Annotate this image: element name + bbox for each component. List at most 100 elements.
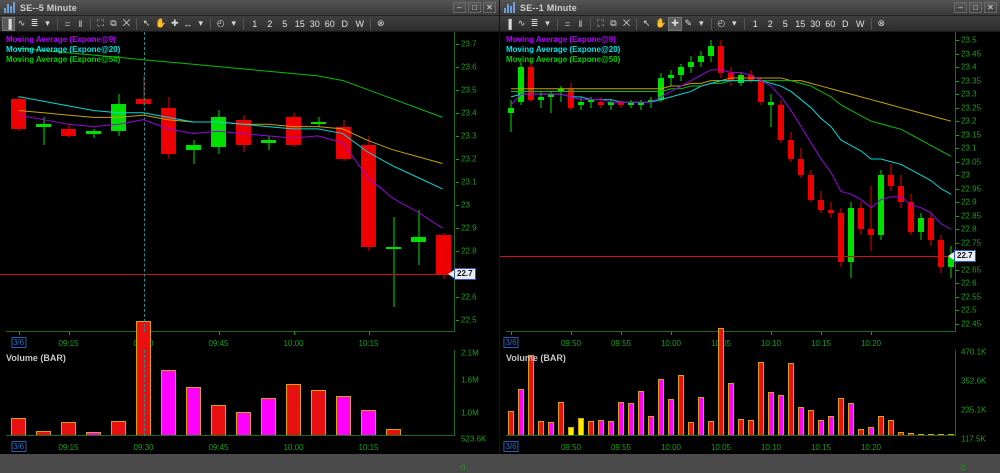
- chart-area[interactable]: Moving Average (Expone@9) Moving Average …: [0, 32, 499, 473]
- last-price-line: [0, 274, 455, 276]
- price-plot[interactable]: [506, 32, 956, 332]
- volume-bar: [557, 401, 565, 436]
- candle-icon[interactable]: ▐: [505, 18, 512, 29]
- candle-wick: [590, 96, 592, 108]
- price-marker: 22.7: [948, 250, 976, 263]
- candle-body: [787, 140, 795, 159]
- measure-icon[interactable]: ↔: [183, 18, 193, 29]
- candle-body: [917, 218, 925, 232]
- time-tick: [871, 332, 872, 335]
- candle-icon[interactable]: ▐: [2, 16, 15, 31]
- ma20-line: [510, 80, 952, 195]
- compress-icon[interactable]: ⧉: [610, 18, 617, 28]
- volume-bar: [727, 383, 735, 436]
- timeframe-button-1[interactable]: 1: [252, 18, 258, 29]
- timeframe-button-2[interactable]: 2: [267, 18, 273, 29]
- timeframe-button-30[interactable]: 30: [810, 18, 821, 29]
- line-icon[interactable]: ∿: [517, 18, 526, 28]
- timeframe-button-W[interactable]: W: [856, 18, 865, 29]
- candle-body: [647, 99, 655, 103]
- pause-icon[interactable]: ‖: [78, 18, 83, 29]
- compress-icon[interactable]: ⧉: [110, 18, 117, 28]
- hand-icon[interactable]: ✋: [155, 18, 167, 28]
- candle-body: [847, 207, 855, 262]
- candle-wick: [540, 91, 542, 108]
- dropdown-icon[interactable]: ▾: [45, 18, 50, 28]
- title-bar[interactable]: SE--5 Minute – □ ✕: [0, 0, 499, 16]
- toolbar-separator: [870, 17, 872, 30]
- candle-wick: [640, 99, 642, 111]
- pause-icon[interactable]: ‖: [578, 18, 583, 29]
- hlc-icon[interactable]: ≣: [30, 18, 39, 28]
- timeframe-button-W[interactable]: W: [355, 18, 364, 29]
- timeframe-button-15[interactable]: 15: [294, 18, 305, 29]
- fit-icon[interactable]: ⛶: [97, 18, 104, 28]
- close-button[interactable]: ✕: [984, 2, 997, 13]
- timeframe-button-15[interactable]: 15: [795, 18, 806, 29]
- candle-body: [937, 240, 945, 268]
- dropdown-icon[interactable]: ▾: [699, 18, 704, 28]
- dropdown-icon[interactable]: ▾: [545, 18, 550, 28]
- arrow-icon[interactable]: ↖: [142, 18, 151, 28]
- volume-pane[interactable]: Volume (BAR) 470.1K 352.6K 235.1K 117.5K 0 3/…: [500, 327, 1000, 473]
- arrow-icon[interactable]: ↖: [642, 18, 651, 28]
- pencil-icon[interactable]: ✎: [684, 18, 693, 28]
- maximize-button[interactable]: □: [969, 2, 982, 13]
- dropdown-icon[interactable]: ▾: [198, 18, 203, 28]
- time-tick: [821, 332, 822, 335]
- price-tick-label: 22.6: [461, 292, 477, 302]
- clock-icon[interactable]: ◴: [216, 18, 225, 28]
- zoom-icon[interactable]: ⨉: [122, 18, 131, 28]
- fit-icon[interactable]: ⛶: [597, 18, 604, 28]
- line-icon[interactable]: ∿: [17, 18, 26, 28]
- volume-bar: [617, 401, 625, 436]
- volume-plot[interactable]: [506, 327, 956, 436]
- price-pane[interactable]: Moving Average (Expone@9) Moving Average …: [500, 32, 1000, 350]
- settings-icon[interactable]: ⊗: [877, 18, 886, 28]
- clock-icon[interactable]: ◴: [717, 18, 726, 28]
- price-tick: [456, 320, 459, 322]
- timeframe-button-D[interactable]: D: [341, 18, 348, 29]
- minimize-button[interactable]: –: [453, 2, 466, 13]
- candle-body: [557, 88, 565, 92]
- volume-pane[interactable]: Volume (BAR) 2.1M 1.6M 1.0M 523.6K 0 3/6 09:15…: [0, 320, 499, 473]
- candle-body: [857, 207, 865, 230]
- price-tick: [956, 107, 959, 109]
- chart-toolbar[interactable]: ▐ ∿ ≣ ▾ = ‖ ⛶ ⧉ ⨉ ↖ ✋ ✚ ↔ ▾ ◴ ▾ 1 2 5 15 30 60 D W ⊗: [0, 16, 499, 32]
- volume-time-axis: [6, 435, 455, 436]
- settings-icon[interactable]: ⊗: [376, 18, 385, 28]
- hand-icon[interactable]: ✋: [655, 18, 667, 28]
- candle-wick: [268, 135, 269, 150]
- crosshair-icon[interactable]: ✚: [668, 16, 682, 31]
- candle-body: [35, 124, 52, 127]
- price-pane[interactable]: Moving Average (Expone@9) Moving Average …: [0, 32, 499, 350]
- dropdown-icon[interactable]: ▾: [231, 18, 236, 28]
- price-plot[interactable]: [6, 32, 455, 332]
- timeframe-button-D[interactable]: D: [842, 18, 849, 29]
- title-bar[interactable]: SE--1 Minute – □ ✕: [500, 0, 1000, 16]
- window-buttons: – □ ✕: [453, 2, 496, 13]
- chart-area[interactable]: Moving Average (Expone@9) Moving Average …: [500, 32, 1000, 473]
- maximize-button[interactable]: □: [468, 2, 481, 13]
- equal-icon[interactable]: =: [64, 18, 71, 29]
- timeframe-button-5[interactable]: 5: [782, 18, 788, 29]
- zoom-icon[interactable]: ⨉: [622, 18, 631, 28]
- volume-plot[interactable]: [6, 320, 455, 436]
- timeframe-button-1[interactable]: 1: [752, 18, 758, 29]
- timeframe-button-60[interactable]: 60: [825, 18, 836, 29]
- timeframe-button-60[interactable]: 60: [324, 18, 335, 29]
- timeframe-button-5[interactable]: 5: [282, 18, 288, 29]
- minimize-button[interactable]: –: [954, 2, 967, 13]
- timeframe-button-30[interactable]: 30: [309, 18, 320, 29]
- chart-toolbar[interactable]: ▐ ∿ ≣ ▾ = ‖ ⛶ ⧉ ⨉ ↖ ✋ ✚ ✎ ▾ ◴ ▾ 1 2 5 15 30 60 D W ⊗: [500, 16, 1000, 32]
- volume-bar: [160, 370, 177, 436]
- timeframe-button-2[interactable]: 2: [767, 18, 773, 29]
- close-button[interactable]: ✕: [483, 2, 496, 13]
- equal-icon[interactable]: =: [564, 18, 571, 29]
- candle-body: [527, 67, 535, 100]
- dropdown-icon[interactable]: ▾: [732, 18, 737, 28]
- legend-item-2: Moving Average (Expone@50): [6, 55, 121, 64]
- hlc-icon[interactable]: ≣: [530, 18, 539, 28]
- candle-body: [85, 131, 102, 134]
- crosshair-icon[interactable]: ✚: [170, 18, 179, 28]
